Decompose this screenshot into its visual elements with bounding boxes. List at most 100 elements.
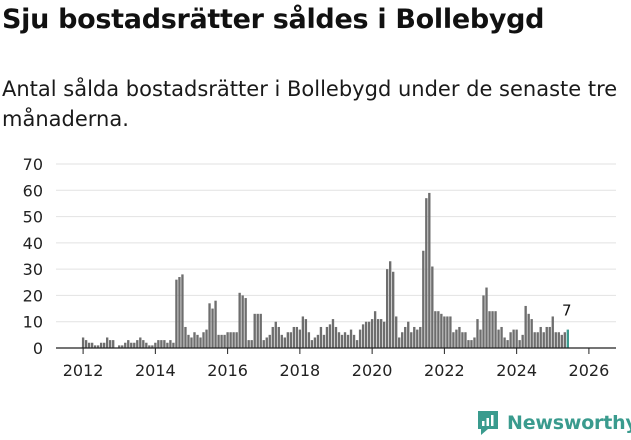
- bar: [87, 342, 91, 348]
- bar: [151, 345, 154, 348]
- bar: [181, 274, 184, 348]
- bar: [250, 340, 253, 348]
- bar: [452, 332, 455, 348]
- bar: [310, 340, 314, 348]
- bar: [431, 266, 434, 348]
- bar-latest: [566, 329, 569, 348]
- bar: [367, 321, 371, 348]
- last-value-label: 7: [562, 302, 572, 320]
- bar: [376, 319, 380, 348]
- bar: [199, 337, 202, 348]
- bar: [361, 324, 365, 348]
- bar: [175, 279, 178, 348]
- chart-title: Sju bostadsrätter såldes i Bollebygd: [2, 4, 545, 35]
- bar: [440, 313, 443, 348]
- y-tick-label: 50: [23, 208, 43, 227]
- bar: [211, 308, 214, 348]
- bar: [286, 332, 289, 348]
- bar: [283, 337, 286, 348]
- bar: [392, 271, 395, 348]
- bar: [334, 326, 338, 348]
- bar: [506, 340, 509, 348]
- bar: [542, 332, 545, 348]
- brand-logo: Newsworthy: [476, 406, 631, 440]
- bar: [118, 345, 121, 348]
- bar: [271, 326, 274, 348]
- bar: [106, 337, 109, 348]
- bar: [343, 332, 347, 348]
- bar: [166, 342, 169, 348]
- bar: [81, 337, 85, 348]
- y-tick-label: 30: [23, 260, 43, 279]
- bar: [515, 329, 518, 348]
- bar: [247, 340, 250, 348]
- bar: [160, 340, 163, 348]
- bar: [220, 334, 223, 348]
- bar: [112, 340, 115, 348]
- bar: [346, 334, 350, 348]
- bar: [340, 334, 344, 348]
- bar: [458, 326, 461, 348]
- bar: [178, 277, 181, 348]
- bar: [190, 337, 193, 348]
- bar: [331, 319, 335, 348]
- bar: [491, 311, 494, 348]
- bar: [410, 332, 413, 348]
- bar: [187, 334, 190, 348]
- bar: [316, 334, 320, 348]
- bar: [196, 334, 199, 348]
- bar: [464, 332, 467, 348]
- y-tick-label: 60: [23, 181, 43, 200]
- chart-subtitle: Antal sålda bostadsrätter i Bollebygd un…: [2, 77, 618, 131]
- x-tick-label: 2012: [63, 361, 104, 380]
- bar: [93, 345, 97, 348]
- bar: [524, 305, 527, 348]
- bar: [401, 332, 404, 348]
- bar: [84, 340, 88, 348]
- bar: [509, 332, 512, 348]
- bar: [497, 329, 500, 348]
- bar: [370, 319, 374, 348]
- bar: [121, 345, 124, 348]
- bar: [301, 316, 305, 348]
- bar: [298, 329, 302, 348]
- bar: [217, 334, 220, 348]
- bar: [446, 316, 449, 348]
- bar: [527, 313, 530, 348]
- bar: [292, 326, 296, 348]
- bar: [99, 342, 103, 348]
- bar: [488, 311, 491, 348]
- bar: [259, 313, 262, 348]
- bar: [545, 326, 548, 348]
- x-tick-label: 2020: [352, 361, 393, 380]
- bar: [127, 340, 130, 348]
- bar: [349, 329, 353, 348]
- bar: [560, 334, 563, 348]
- bar: [557, 332, 560, 348]
- bar: [494, 311, 497, 348]
- bar: [407, 321, 410, 348]
- y-tick-label: 40: [23, 234, 43, 253]
- bar: [169, 340, 172, 348]
- bar: [229, 332, 232, 348]
- bar: [232, 332, 235, 348]
- bar: [157, 340, 160, 348]
- bar: [521, 334, 524, 348]
- bar: [413, 326, 416, 348]
- x-tick-label: 2024: [496, 361, 537, 380]
- x-tick-label: 2016: [207, 361, 248, 380]
- bar: [256, 313, 259, 348]
- bar: [379, 319, 383, 348]
- bar: [355, 340, 359, 348]
- x-tick-label: 2026: [569, 361, 610, 380]
- bar: [385, 269, 389, 348]
- bar: [313, 337, 317, 348]
- y-tick-label: 20: [23, 286, 43, 305]
- bar: [274, 321, 277, 348]
- bar: [473, 337, 476, 348]
- bar: [193, 332, 196, 348]
- bar: [102, 342, 106, 348]
- bar: [512, 329, 515, 348]
- bar: [304, 319, 308, 348]
- bar: [563, 332, 566, 348]
